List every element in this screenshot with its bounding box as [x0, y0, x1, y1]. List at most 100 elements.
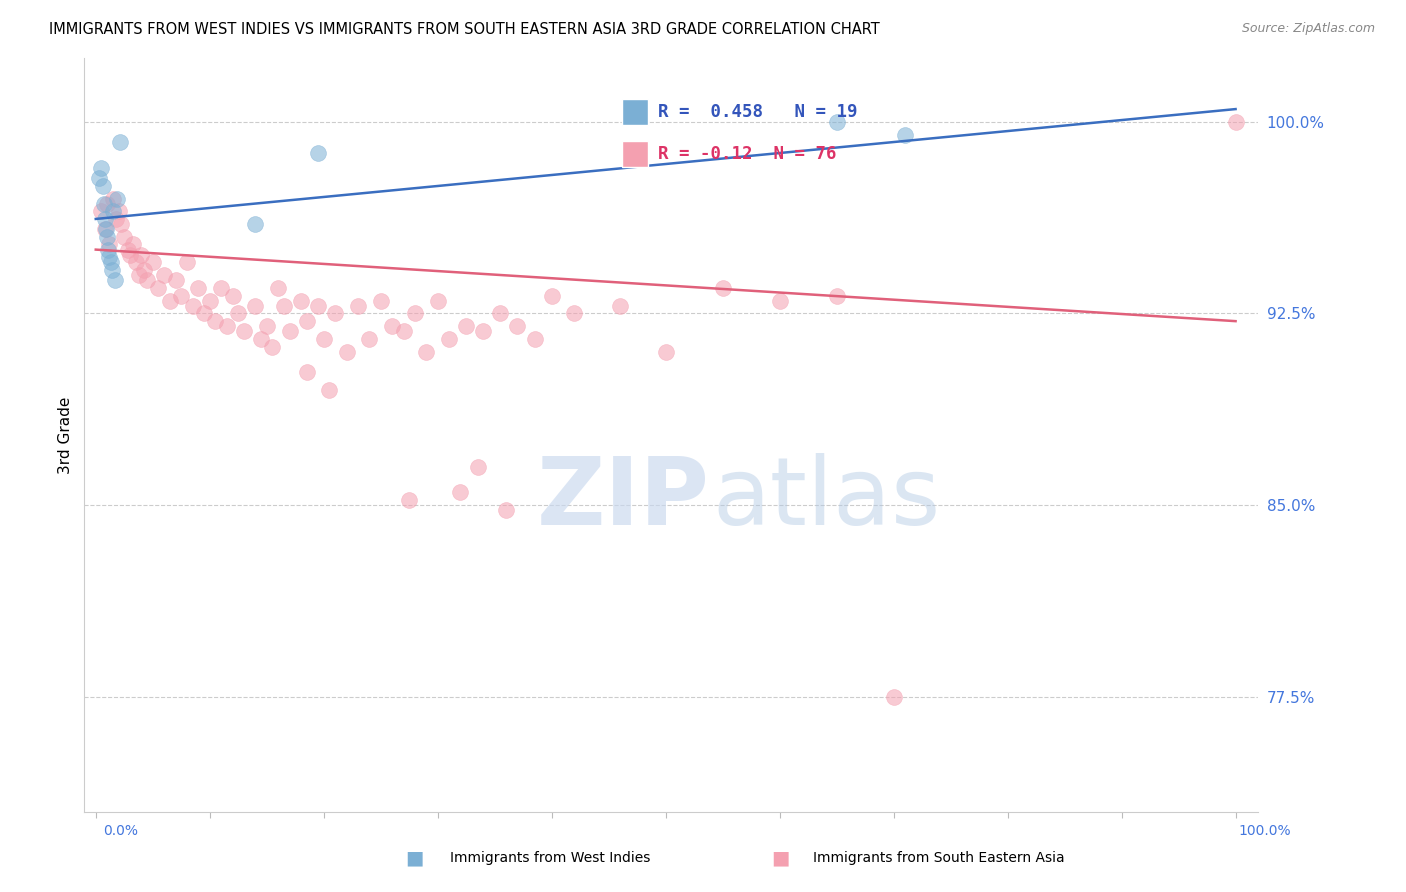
- Point: [170, 288, 193, 302]
- Point: [392, 324, 415, 338]
- Point: [94, 222, 117, 236]
- Point: [124, 255, 146, 269]
- Point: [540, 288, 562, 302]
- Y-axis label: 3rd Grade: 3rd Grade: [58, 396, 73, 474]
- Point: [90, 204, 112, 219]
- Text: ■: ■: [405, 848, 425, 868]
- Point: [883, 690, 905, 704]
- Point: [245, 299, 267, 313]
- Point: [93, 196, 115, 211]
- Point: [232, 324, 254, 338]
- Point: [256, 319, 278, 334]
- Point: [654, 344, 676, 359]
- FancyBboxPatch shape: [621, 99, 648, 125]
- Point: [132, 263, 155, 277]
- Point: [564, 306, 586, 320]
- Point: [894, 128, 917, 142]
- Text: 100.0%: 100.0%: [1239, 824, 1291, 838]
- Point: [108, 136, 131, 150]
- Point: [312, 332, 335, 346]
- Point: [404, 306, 426, 320]
- Point: [262, 340, 284, 354]
- Point: [198, 293, 221, 308]
- Point: [96, 196, 118, 211]
- Point: [506, 319, 529, 334]
- FancyBboxPatch shape: [621, 141, 648, 167]
- Point: [187, 281, 209, 295]
- Point: [472, 324, 495, 338]
- Point: [204, 314, 226, 328]
- Point: [347, 299, 370, 313]
- Point: [105, 211, 128, 226]
- Point: [267, 281, 290, 295]
- Point: [307, 145, 329, 160]
- Text: Source: ZipAtlas.com: Source: ZipAtlas.com: [1241, 22, 1375, 36]
- Point: [89, 171, 111, 186]
- Point: [307, 299, 329, 313]
- Point: [91, 178, 114, 193]
- Point: [131, 248, 153, 262]
- Point: [118, 248, 141, 262]
- Point: [381, 319, 404, 334]
- Point: [711, 281, 734, 295]
- Point: [122, 237, 145, 252]
- Point: [456, 319, 478, 334]
- Point: [142, 255, 165, 269]
- Point: [90, 161, 112, 175]
- Text: atlas: atlas: [713, 453, 941, 545]
- Point: [290, 293, 312, 308]
- Point: [100, 255, 122, 269]
- Point: [165, 273, 187, 287]
- Point: [153, 268, 176, 282]
- Point: [467, 459, 489, 474]
- Point: [323, 306, 346, 320]
- Point: [110, 217, 132, 231]
- Point: [148, 281, 170, 295]
- Point: [176, 255, 198, 269]
- Point: [226, 306, 249, 320]
- Text: Immigrants from South Eastern Asia: Immigrants from South Eastern Asia: [813, 851, 1064, 865]
- Point: [273, 299, 295, 313]
- Text: ■: ■: [770, 848, 790, 868]
- Point: [112, 230, 135, 244]
- Point: [825, 115, 848, 129]
- Point: [1225, 115, 1247, 129]
- Point: [128, 268, 150, 282]
- Text: R =  0.458   N = 19: R = 0.458 N = 19: [658, 103, 858, 121]
- Point: [769, 293, 792, 308]
- Text: R = -0.12  N = 76: R = -0.12 N = 76: [658, 145, 837, 163]
- Point: [193, 306, 215, 320]
- Point: [295, 314, 318, 328]
- Point: [398, 493, 420, 508]
- Point: [104, 273, 127, 287]
- Point: [489, 306, 512, 320]
- Text: 0.0%: 0.0%: [103, 824, 138, 838]
- Text: ZIP: ZIP: [536, 453, 709, 545]
- Point: [415, 344, 437, 359]
- Point: [437, 332, 460, 346]
- Point: [100, 263, 122, 277]
- Point: [426, 293, 449, 308]
- Point: [450, 485, 472, 500]
- Text: IMMIGRANTS FROM WEST INDIES VS IMMIGRANTS FROM SOUTH EASTERN ASIA 3RD GRADE CORR: IMMIGRANTS FROM WEST INDIES VS IMMIGRANT…: [49, 22, 880, 37]
- Point: [98, 250, 121, 264]
- Point: [278, 324, 301, 338]
- Point: [370, 293, 392, 308]
- Point: [318, 383, 340, 397]
- Point: [101, 192, 124, 206]
- Point: [94, 222, 117, 236]
- Point: [245, 217, 267, 231]
- Point: [159, 293, 181, 308]
- Point: [215, 319, 238, 334]
- Point: [209, 281, 232, 295]
- Point: [96, 230, 118, 244]
- Point: [335, 344, 357, 359]
- Point: [107, 204, 129, 219]
- Point: [98, 237, 121, 252]
- Point: [359, 332, 381, 346]
- Point: [94, 211, 117, 226]
- Point: [523, 332, 546, 346]
- Point: [495, 503, 517, 517]
- Point: [117, 243, 139, 257]
- Point: [250, 332, 273, 346]
